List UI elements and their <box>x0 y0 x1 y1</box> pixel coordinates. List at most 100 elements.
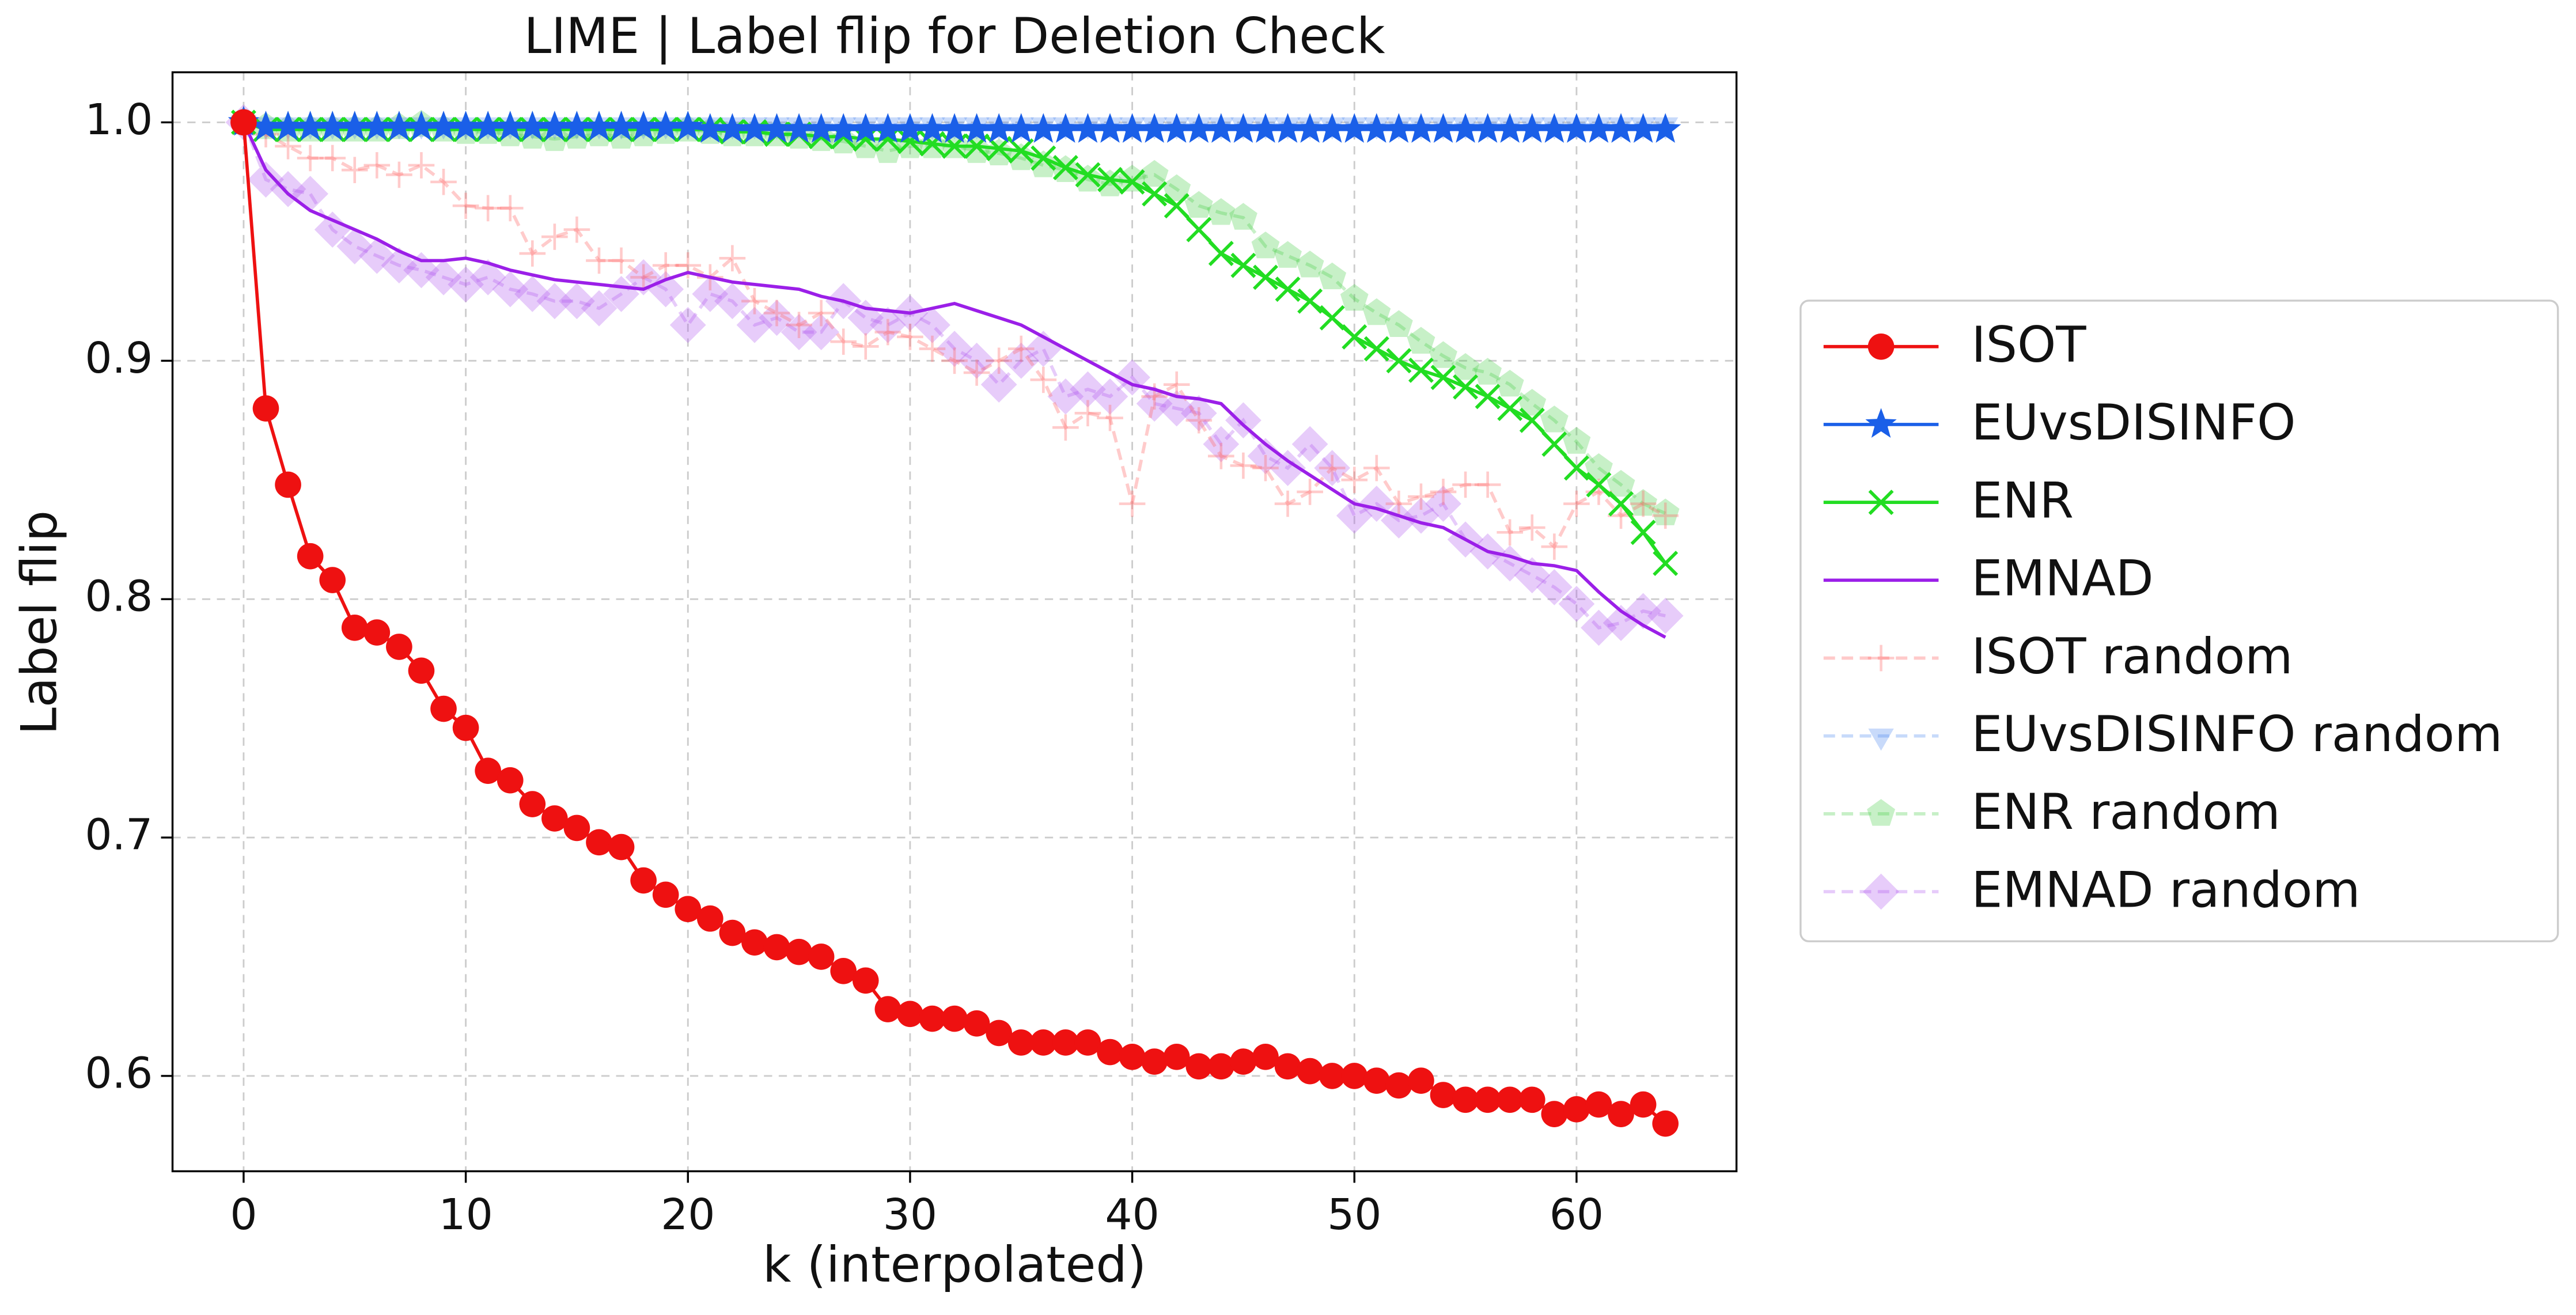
marker <box>1650 113 1681 143</box>
legend-label: ISOT <box>1971 317 2086 374</box>
marker <box>808 943 835 970</box>
legend-label: EMNAD <box>1971 551 2153 608</box>
marker <box>1297 1058 1323 1085</box>
marker <box>1008 138 1034 164</box>
marker <box>406 111 437 141</box>
marker <box>719 245 746 272</box>
marker <box>1270 450 1306 486</box>
marker <box>1386 348 1412 374</box>
marker <box>894 113 926 143</box>
marker <box>1097 1039 1123 1066</box>
y-tick-label: 0.9 <box>85 334 153 383</box>
marker <box>1629 488 1658 516</box>
marker <box>1630 1091 1657 1118</box>
series-line <box>243 120 1666 550</box>
marker <box>1427 113 1459 143</box>
marker <box>1163 371 1190 398</box>
marker <box>984 138 1013 165</box>
marker <box>1116 113 1148 143</box>
marker <box>452 192 479 219</box>
marker <box>1230 452 1257 479</box>
marker <box>1652 502 1679 529</box>
marker <box>717 113 748 143</box>
marker <box>1319 454 1346 482</box>
marker <box>1229 203 1257 230</box>
marker <box>875 126 901 152</box>
marker <box>1341 1063 1368 1089</box>
marker <box>1452 471 1479 498</box>
marker <box>430 695 457 722</box>
marker <box>497 195 524 222</box>
marker <box>1627 113 1659 143</box>
marker <box>1003 342 1040 379</box>
marker <box>605 111 637 141</box>
marker <box>1007 1029 1035 1056</box>
marker <box>492 271 529 308</box>
marker <box>1180 395 1217 431</box>
series <box>230 109 1679 560</box>
marker <box>1630 490 1657 517</box>
marker <box>1585 453 1613 480</box>
marker <box>1494 113 1526 143</box>
marker <box>1030 366 1057 393</box>
marker <box>314 211 351 248</box>
legend-label: EUvsDISINFO random <box>1971 706 2502 763</box>
marker <box>1608 491 1634 517</box>
marker <box>519 240 546 267</box>
marker <box>1474 471 1501 498</box>
marker <box>1541 431 1567 457</box>
x-tick-label: 40 <box>1105 1190 1159 1240</box>
marker <box>1097 166 1123 192</box>
marker <box>1384 310 1413 337</box>
marker <box>869 306 906 343</box>
x-tick-label: 0 <box>230 1190 257 1240</box>
marker <box>1252 1043 1279 1070</box>
marker <box>1272 113 1304 143</box>
marker <box>1605 113 1637 143</box>
marker <box>1164 193 1189 219</box>
y-tick-label: 0.8 <box>85 572 153 622</box>
marker <box>852 967 879 994</box>
marker <box>1097 404 1123 431</box>
marker <box>1208 241 1234 267</box>
marker <box>1228 113 1259 143</box>
marker <box>1031 145 1056 171</box>
marker <box>383 111 415 141</box>
marker <box>1408 483 1434 510</box>
marker <box>230 109 257 136</box>
marker <box>1025 331 1062 367</box>
marker <box>1868 728 1894 751</box>
marker <box>1383 113 1415 143</box>
marker <box>272 111 304 141</box>
marker <box>1319 305 1345 331</box>
series <box>242 122 1666 639</box>
marker <box>1425 486 1461 522</box>
x-axis-label: k (interpolated) <box>763 1237 1146 1294</box>
marker <box>361 111 393 141</box>
marker <box>1385 1072 1412 1099</box>
marker <box>1185 1053 1213 1080</box>
marker <box>627 111 660 141</box>
marker <box>1162 174 1191 202</box>
marker <box>1585 1091 1612 1118</box>
marker <box>1161 113 1192 143</box>
marker <box>897 1001 923 1028</box>
marker <box>1867 799 1895 826</box>
marker <box>1052 414 1079 441</box>
marker <box>1651 498 1680 525</box>
legend-label: ENR <box>1971 472 2074 529</box>
marker <box>275 132 301 160</box>
marker <box>1583 113 1615 143</box>
marker <box>1865 408 1897 438</box>
marker <box>1562 427 1591 454</box>
marker <box>250 111 282 141</box>
marker <box>363 619 391 646</box>
marker <box>719 919 746 946</box>
marker <box>961 113 992 143</box>
marker <box>741 929 768 956</box>
x-tick-label: 30 <box>883 1190 937 1240</box>
marker <box>494 111 526 141</box>
marker <box>938 113 971 143</box>
